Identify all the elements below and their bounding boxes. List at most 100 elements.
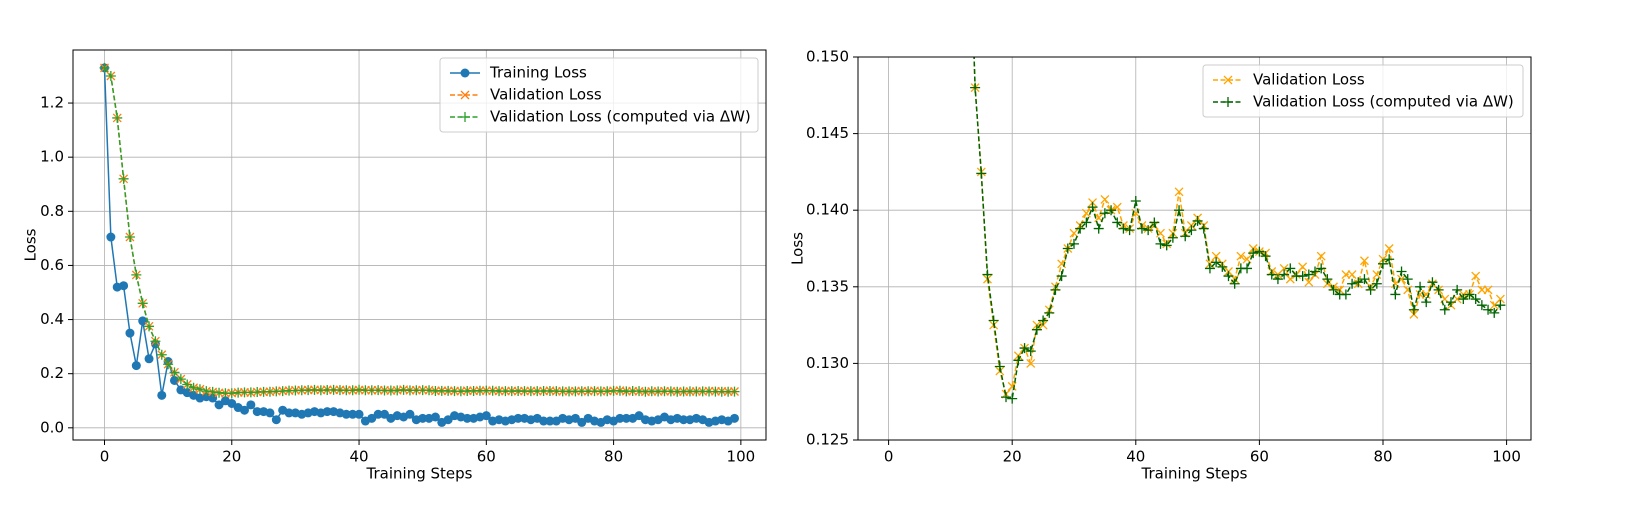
marker [207,386,218,397]
marker [1075,223,1086,234]
legend-label: Validation Loss (computed via ΔW) [1253,93,1514,111]
legend-box [1202,64,1524,118]
legend-label: Validation Loss (computed via ΔW) [490,108,751,126]
marker [131,269,142,280]
marker [1483,285,1493,295]
marker [1161,240,1172,251]
marker [1304,277,1314,287]
marker [1297,271,1308,282]
marker [1180,231,1191,242]
marker [1372,270,1382,280]
marker [144,354,154,364]
marker [1279,269,1290,280]
marker [194,384,205,395]
marker [1415,281,1426,292]
marker [1112,217,1123,228]
marker [1384,254,1395,265]
x-tick-label: 0 [100,448,110,466]
marker [226,388,237,399]
marker [1186,225,1197,236]
marker [182,379,193,390]
x-tick-label: 80 [1373,448,1392,466]
marker [982,269,993,280]
marker [1044,307,1055,318]
marker [1093,223,1104,234]
marker [1155,238,1166,249]
marker [424,385,435,396]
marker [1038,315,1049,326]
marker [138,316,148,326]
marker [354,409,364,419]
marker [106,232,116,242]
marker [1026,358,1036,368]
legend-label: Validation Loss [1253,71,1365,89]
marker [1298,262,1308,272]
x-tick-label: 40 [1126,448,1145,466]
marker [119,281,129,291]
marker [1260,251,1271,262]
marker [1211,257,1222,268]
marker [1458,294,1469,305]
marker [1439,304,1450,315]
legend-marker [460,112,470,122]
marker [1476,300,1487,311]
marker [1013,355,1024,366]
marker [430,412,440,422]
marker [271,415,281,425]
marker [729,386,740,397]
marker [1433,284,1444,295]
marker [1130,196,1141,207]
subplot: 0 20 40 60 80 100 0.125 0.130 0.135 0.140 0.145 0.1… [789,48,1532,483]
marker [1371,278,1382,289]
y-tick-label: 0.6 [40,256,64,274]
marker [1340,289,1351,300]
legend-marker [1223,75,1233,85]
marker [284,408,294,418]
marker [1266,269,1277,280]
marker [1495,300,1506,311]
marker [1464,289,1475,300]
marker [144,321,155,332]
x-tick-label: 60 [477,448,496,466]
x-tick-label: 40 [349,448,368,466]
marker [1377,258,1388,269]
marker [545,416,555,426]
marker [1007,393,1018,404]
marker [1167,232,1178,243]
marker [481,411,491,421]
legend-marker [460,90,470,100]
y-tick-label: 0.0 [40,418,64,436]
y-tick-label: 0.2 [40,364,64,382]
marker [1403,285,1413,295]
marker [1359,274,1370,285]
marker [1452,284,1463,295]
marker [1056,271,1067,282]
x-tick-label: 20 [1003,448,1022,466]
marker [1174,187,1184,197]
marker [208,393,218,403]
y-axis-label: Loss [22,228,40,261]
legend-label: Validation Loss [490,86,602,104]
marker [1124,225,1135,236]
marker [1310,266,1321,277]
marker [246,400,256,410]
marker [1019,343,1030,354]
axes-frame [857,56,1532,441]
y-tick-label: 0.125 [806,431,849,449]
marker [137,298,148,309]
marker [1081,217,1092,228]
marker [1001,392,1012,403]
marker [1143,225,1154,236]
x-tick-label: 20 [222,448,241,466]
marker [1272,274,1283,285]
marker [157,390,167,400]
axes-frame [72,49,767,441]
marker [1471,271,1481,281]
marker [1118,223,1129,234]
marker [341,409,351,419]
marker [418,413,428,423]
marker [1025,346,1036,357]
marker [1068,238,1079,249]
marker [163,359,174,370]
